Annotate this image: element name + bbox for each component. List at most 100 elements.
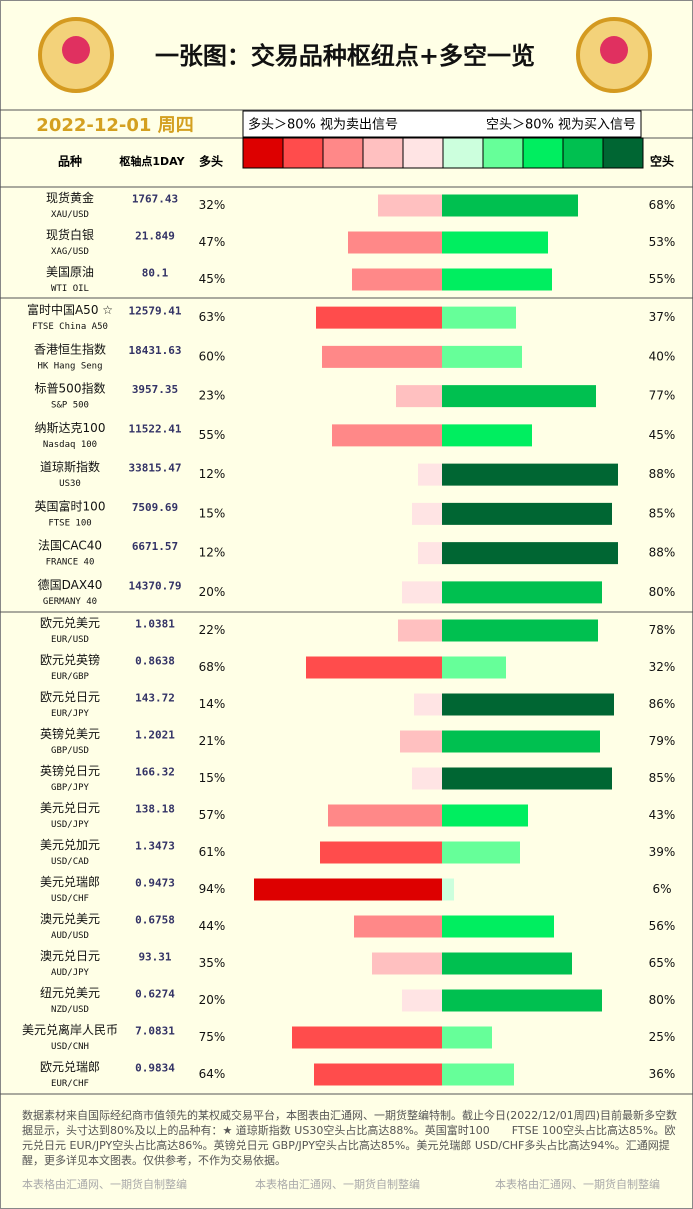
- name: 澳元兑日元: [40, 949, 100, 963]
- name: 道琼斯指数: [40, 459, 100, 474]
- long-pct: 94%: [199, 882, 226, 896]
- pivot: 138.18: [135, 803, 175, 816]
- long-pct: 12%: [199, 467, 226, 481]
- name: 澳元兑美元: [40, 912, 100, 926]
- long-bar: [352, 268, 442, 291]
- code: US30: [59, 479, 81, 489]
- long-pct: 32%: [199, 198, 226, 212]
- short-pct: 37%: [649, 310, 676, 324]
- logo-flower: [600, 36, 628, 64]
- name: 德国DAX40: [38, 577, 103, 592]
- long-pct: 57%: [199, 808, 226, 822]
- pivot: 18431.63: [129, 344, 182, 357]
- pivot: 1.0381: [135, 618, 175, 631]
- long-bar: [316, 306, 442, 329]
- credit: 本表格由汇通网、一期货自制整编: [255, 1177, 420, 1191]
- pivot: 7.0831: [135, 1025, 175, 1038]
- name: 美元兑瑞郎: [40, 875, 100, 889]
- long-bar: [292, 1026, 442, 1049]
- long-pct: 22%: [199, 623, 226, 637]
- name: 现货白银: [46, 227, 94, 242]
- code: USD/CHF: [51, 894, 89, 904]
- legend-swatch: [562, 137, 604, 169]
- long-bar: [348, 231, 442, 254]
- short-pct: 68%: [649, 198, 676, 212]
- long-bar: [378, 194, 442, 217]
- name: 现货黄金: [46, 190, 94, 205]
- long-pct: 63%: [199, 310, 226, 324]
- short-bar: [442, 424, 532, 447]
- long-bar: [402, 581, 442, 604]
- long-pct: 47%: [199, 235, 226, 249]
- long-pct: 64%: [199, 1067, 226, 1081]
- long-pct: 44%: [199, 919, 226, 933]
- legend-swatch: [242, 137, 284, 169]
- name: 纽元兑美元: [40, 986, 100, 1000]
- long-bar: [412, 502, 442, 525]
- short-pct: 45%: [649, 428, 676, 442]
- long-pct: 68%: [199, 660, 226, 674]
- short-pct: 39%: [649, 845, 676, 859]
- footer-note: 数据素材来自国际经纪商市值领先的某权威交易平台，本图表由汇通网、一期货整编特制。…: [22, 1109, 677, 1167]
- long-bar: [332, 424, 442, 447]
- long-bar: [396, 385, 442, 408]
- col-header: 品种: [58, 154, 82, 169]
- code: HK Hang Seng: [37, 361, 102, 371]
- short-bar: [442, 542, 618, 565]
- long-pct: 12%: [199, 546, 226, 560]
- long-bar: [414, 693, 442, 716]
- short-pct: 79%: [649, 734, 676, 748]
- code: FTSE China A50: [32, 322, 108, 332]
- long-bar: [412, 767, 442, 790]
- pivot: 0.9834: [135, 1062, 175, 1075]
- col-header: 空头: [650, 154, 674, 169]
- pivot: 11522.41: [129, 422, 182, 435]
- long-bar: [320, 841, 442, 864]
- short-pct: 88%: [649, 467, 676, 481]
- legend-box: [242, 110, 642, 138]
- pivot: 14370.79: [129, 579, 182, 592]
- credit: 本表格由汇通网、一期货自制整编: [22, 1177, 187, 1191]
- short-bar: [442, 693, 614, 716]
- code: EUR/GBP: [51, 672, 90, 682]
- long-pct: 15%: [199, 506, 226, 520]
- pivot: 7509.69: [132, 501, 178, 514]
- short-bar: [442, 502, 612, 525]
- name: 欧元兑瑞郎: [40, 1060, 100, 1074]
- name: 美元兑加元: [40, 838, 100, 852]
- code: XAG/USD: [51, 247, 89, 257]
- code: USD/CAD: [51, 857, 89, 867]
- short-pct: 32%: [649, 660, 676, 674]
- pivot: 21.849: [135, 230, 175, 243]
- code: EUR/CHF: [51, 1079, 89, 1089]
- legend-swatch: [522, 137, 564, 169]
- short-bar: [442, 1063, 514, 1086]
- long-pct: 55%: [199, 428, 226, 442]
- long-bar: [322, 345, 442, 368]
- code: FTSE 100: [48, 518, 91, 528]
- short-pct: 53%: [649, 235, 676, 249]
- short-bar: [442, 1026, 492, 1049]
- pivot: 0.6758: [135, 914, 175, 927]
- legend-swatch: [282, 137, 324, 169]
- code: WTI OIL: [51, 284, 89, 294]
- long-pct: 45%: [199, 272, 226, 286]
- short-pct: 80%: [649, 993, 676, 1007]
- pivot: 80.1: [142, 267, 169, 280]
- long-bar: [306, 656, 442, 679]
- legend-swatch: [322, 137, 364, 169]
- name: 美元兑日元: [40, 801, 100, 815]
- name: 标普500指数: [35, 381, 106, 396]
- code: S&P 500: [51, 401, 89, 411]
- code: USD/JPY: [51, 820, 90, 830]
- short-bar: [442, 581, 602, 604]
- short-bar: [442, 915, 554, 938]
- short-bar: [442, 989, 602, 1012]
- short-bar: [442, 952, 572, 975]
- name: 富时中国A50 ☆: [27, 302, 113, 317]
- long-bar: [254, 878, 442, 901]
- pivot: 1767.43: [132, 193, 178, 206]
- code: NZD/USD: [51, 1005, 89, 1015]
